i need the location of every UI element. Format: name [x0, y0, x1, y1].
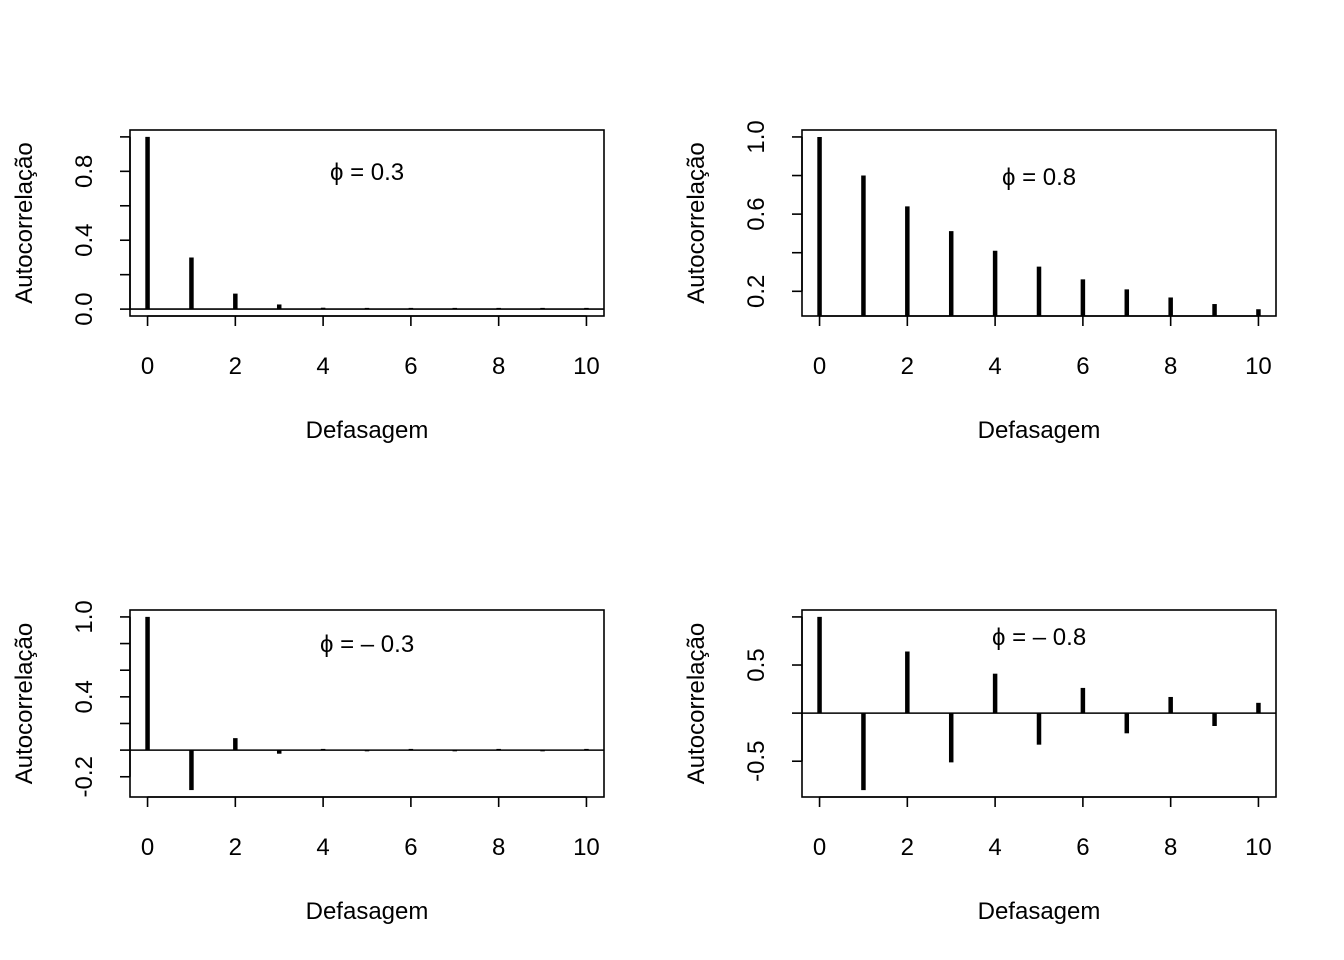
x-axis: 0 2 4 6 8 10 Defasagem: [813, 315, 1272, 444]
x-tick-label: 2: [229, 834, 242, 861]
x-tick-label: 4: [316, 834, 329, 861]
y-axis-label: Autocorrelação: [683, 623, 710, 784]
x-axis-label: Defasagem: [306, 898, 429, 925]
x-tick-label: 0: [813, 353, 826, 380]
y-tick-label: 1.0: [71, 600, 98, 633]
x-tick-label: 4: [316, 353, 329, 380]
y-tick-label: 0.8: [71, 155, 98, 188]
y-tick-label: 0.5: [743, 648, 770, 681]
acf-panel-1: 0 2 4 6 8 10 Defasagem 0.0 0.4 0.8 Autocorrelação ϕ…: [11, 129, 605, 444]
x-tick-label: 8: [492, 353, 505, 380]
x-axis: 0 2 4 6 8 10 Defasagem: [141, 796, 600, 925]
x-tick-label: 8: [1164, 353, 1177, 380]
x-tick-label: 2: [901, 353, 914, 380]
x-tick-label: 10: [573, 353, 600, 380]
y-tick-label: 0.4: [71, 680, 98, 713]
y-tick-label: -0.2: [71, 756, 98, 797]
y-tick-label: 0.2: [743, 275, 770, 308]
phi-annotation: ϕ = – 0.8: [992, 624, 1086, 651]
x-tick-label: 4: [988, 353, 1001, 380]
y-axis-label: Autocorrelação: [11, 623, 38, 784]
plot-frame: [129, 129, 605, 317]
x-tick-label: 0: [141, 834, 154, 861]
phi-annotation: ϕ = – 0.3: [320, 631, 414, 658]
x-tick-label: 4: [988, 834, 1001, 861]
x-tick-label: 6: [1076, 353, 1089, 380]
x-tick-label: 10: [1245, 353, 1272, 380]
x-tick-label: 2: [901, 834, 914, 861]
y-axis-label: Autocorrelação: [11, 142, 38, 303]
acf-panel-3: 0 2 4 6 8 10 Defasagem -0.2 0.4 1.0 Autocorrelação…: [11, 600, 605, 925]
y-tick-label: 0.6: [743, 197, 770, 230]
y-tick-label: 0.4: [71, 224, 98, 257]
y-axis-label: Autocorrelação: [683, 142, 710, 303]
x-tick-label: 0: [141, 353, 154, 380]
y-tick-label: 1.0: [743, 120, 770, 153]
y-axis: 0.0 0.4 0.8 Autocorrelação: [11, 136, 131, 326]
x-tick-label: 6: [404, 353, 417, 380]
phi-annotation: ϕ = 0.3: [330, 159, 404, 186]
x-axis: 0 2 4 6 8 10 Defasagem: [141, 315, 600, 444]
x-tick-label: 8: [1164, 834, 1177, 861]
x-tick-label: 0: [813, 834, 826, 861]
x-tick-label: 6: [1076, 834, 1089, 861]
x-axis-label: Defasagem: [978, 417, 1101, 444]
y-tick-label: 0.0: [71, 292, 98, 325]
x-tick-label: 10: [1245, 834, 1272, 861]
y-axis: 0.2 0.6 1.0 Autocorrelação: [683, 120, 803, 308]
x-tick-label: 6: [404, 834, 417, 861]
y-tick-label: -0.5: [743, 741, 770, 782]
x-axis-label: Defasagem: [306, 417, 429, 444]
acf-panel-2: 0 2 4 6 8 10 Defasagem 0.2 0.6 1.0 Autocorrelação ϕ…: [683, 120, 1277, 444]
x-tick-label: 2: [229, 353, 242, 380]
x-axis-label: Defasagem: [978, 898, 1101, 925]
x-tick-label: 10: [573, 834, 600, 861]
acf-panel-4: 0 2 4 6 8 10 Defasagem -0.5 0.5 Autocorrelação ϕ =…: [683, 609, 1277, 925]
x-axis: 0 2 4 6 8 10 Defasagem: [813, 796, 1272, 925]
x-tick-label: 8: [492, 834, 505, 861]
phi-annotation: ϕ = 0.8: [1002, 164, 1076, 191]
y-axis: -0.2 0.4 1.0 Autocorrelação: [11, 600, 131, 797]
y-axis: -0.5 0.5 Autocorrelação: [683, 616, 803, 784]
